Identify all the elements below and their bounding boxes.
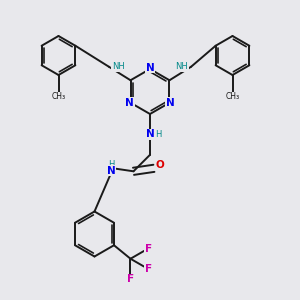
Text: CH₃: CH₃ bbox=[225, 92, 240, 101]
Text: H: H bbox=[155, 130, 162, 139]
Text: N: N bbox=[146, 63, 154, 73]
Text: NH: NH bbox=[176, 62, 188, 71]
Text: CH₃: CH₃ bbox=[51, 92, 66, 101]
Text: NH: NH bbox=[112, 62, 124, 71]
Text: O: O bbox=[155, 160, 164, 170]
Text: N: N bbox=[146, 129, 154, 140]
Text: F: F bbox=[145, 244, 152, 254]
Text: F: F bbox=[145, 264, 152, 274]
Text: N: N bbox=[107, 166, 116, 176]
Text: F: F bbox=[127, 274, 134, 284]
Text: H: H bbox=[108, 160, 115, 169]
Text: N: N bbox=[125, 98, 134, 108]
Text: N: N bbox=[166, 98, 175, 108]
